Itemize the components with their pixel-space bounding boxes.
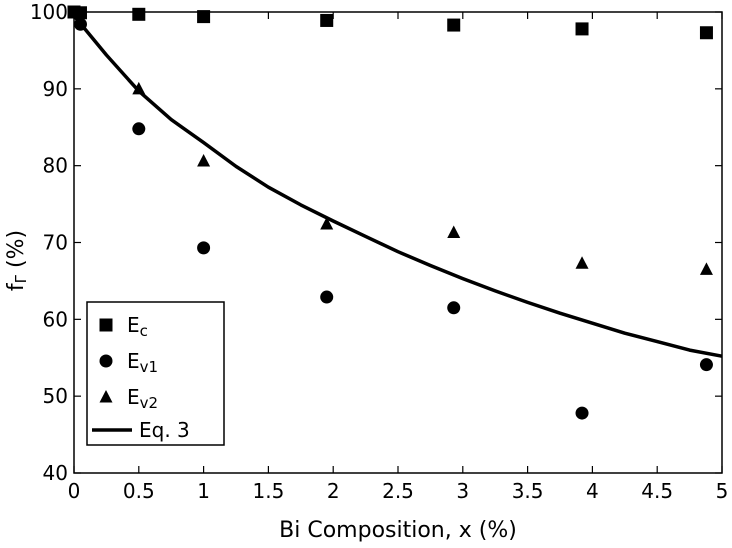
data-point-circle (320, 290, 334, 304)
legend-label-sub: c (140, 322, 148, 340)
y-axis-label-rest: (%) (4, 230, 29, 275)
legend-marker-triangle (99, 390, 113, 403)
legend-label: Ev2 (127, 385, 158, 412)
legend-label-main: E (127, 349, 140, 373)
data-point-square (132, 7, 146, 21)
legend-label-main: Eq. 3 (139, 418, 190, 442)
data-point-circle (447, 301, 461, 315)
y-tick-label: 90 (43, 77, 68, 101)
y-axis-label-main: f (4, 282, 29, 291)
data-point-triangle (699, 262, 713, 275)
legend-item: Ev2 (99, 385, 158, 412)
series-0 (67, 5, 713, 40)
y-axis-label: fΓ (%) (4, 230, 30, 291)
x-tick-label: 4 (586, 479, 599, 503)
legend-marker-square (99, 318, 113, 332)
x-tick-label: 1 (197, 479, 210, 503)
data-point-square (320, 13, 334, 27)
x-tick-label: 3.5 (512, 479, 544, 503)
legend-label-sub: v2 (140, 394, 158, 412)
legend-label-sub: v1 (140, 358, 158, 376)
x-tick-label: 2 (327, 479, 340, 503)
x-tick-label: 2.5 (382, 479, 414, 503)
legend-marker-circle (99, 354, 113, 368)
data-point-triangle (575, 256, 589, 269)
data-point-circle (699, 358, 713, 372)
data-point-square (73, 6, 87, 20)
plot-layer (67, 5, 723, 420)
data-point-square (447, 18, 461, 32)
data-point-circle (132, 122, 146, 136)
plot-frame (73, 11, 723, 474)
x-tick-label: 4.5 (641, 479, 673, 503)
data-point-square (575, 22, 589, 36)
x-tick-label: 0 (68, 479, 81, 503)
data-point-triangle (132, 81, 146, 95)
data-point-square (699, 26, 713, 40)
legend-item: Ev1 (99, 349, 158, 376)
x-axis-label: Bi Composition, x (%) (279, 518, 517, 543)
x-tick-label: 3 (456, 479, 469, 503)
x-tick-label: 0.5 (123, 479, 155, 503)
legend-label: Eq. 3 (139, 418, 190, 442)
fit-line (72, 14, 723, 358)
legend-item: Ec (99, 313, 148, 340)
x-tick-label: 1.5 (252, 479, 284, 503)
y-tick-label: 80 (43, 154, 68, 178)
y-tick-label: 40 (43, 461, 68, 485)
legend-label-main: E (127, 313, 140, 337)
legend-label-main: E (127, 385, 140, 409)
x-tick-label: 5 (716, 479, 729, 503)
series-3 (72, 14, 723, 358)
series-2 (132, 81, 713, 275)
y-tick-label: 50 (43, 384, 68, 408)
data-point-triangle (320, 217, 334, 230)
legend-label: Ec (127, 313, 148, 340)
y-tick-label: 60 (43, 307, 68, 331)
legend-label: Ev1 (127, 349, 158, 376)
data-point-circle (197, 241, 211, 255)
y-tick-label: 100 (30, 0, 68, 24)
data-point-circle (575, 406, 589, 420)
legend-item: Eq. 3 (92, 418, 190, 442)
y-tick-label: 70 (43, 231, 68, 255)
data-point-square (197, 10, 211, 24)
data-point-triangle (447, 225, 461, 239)
ticks-layer: 0 0.5 1 1.5 2 2.5 3 3.5 4 4.5 5 40 50 60 70 80 90 100 (30, 0, 729, 503)
data-point-triangle (197, 154, 211, 167)
y-axis-label-sub: Γ (12, 274, 30, 283)
